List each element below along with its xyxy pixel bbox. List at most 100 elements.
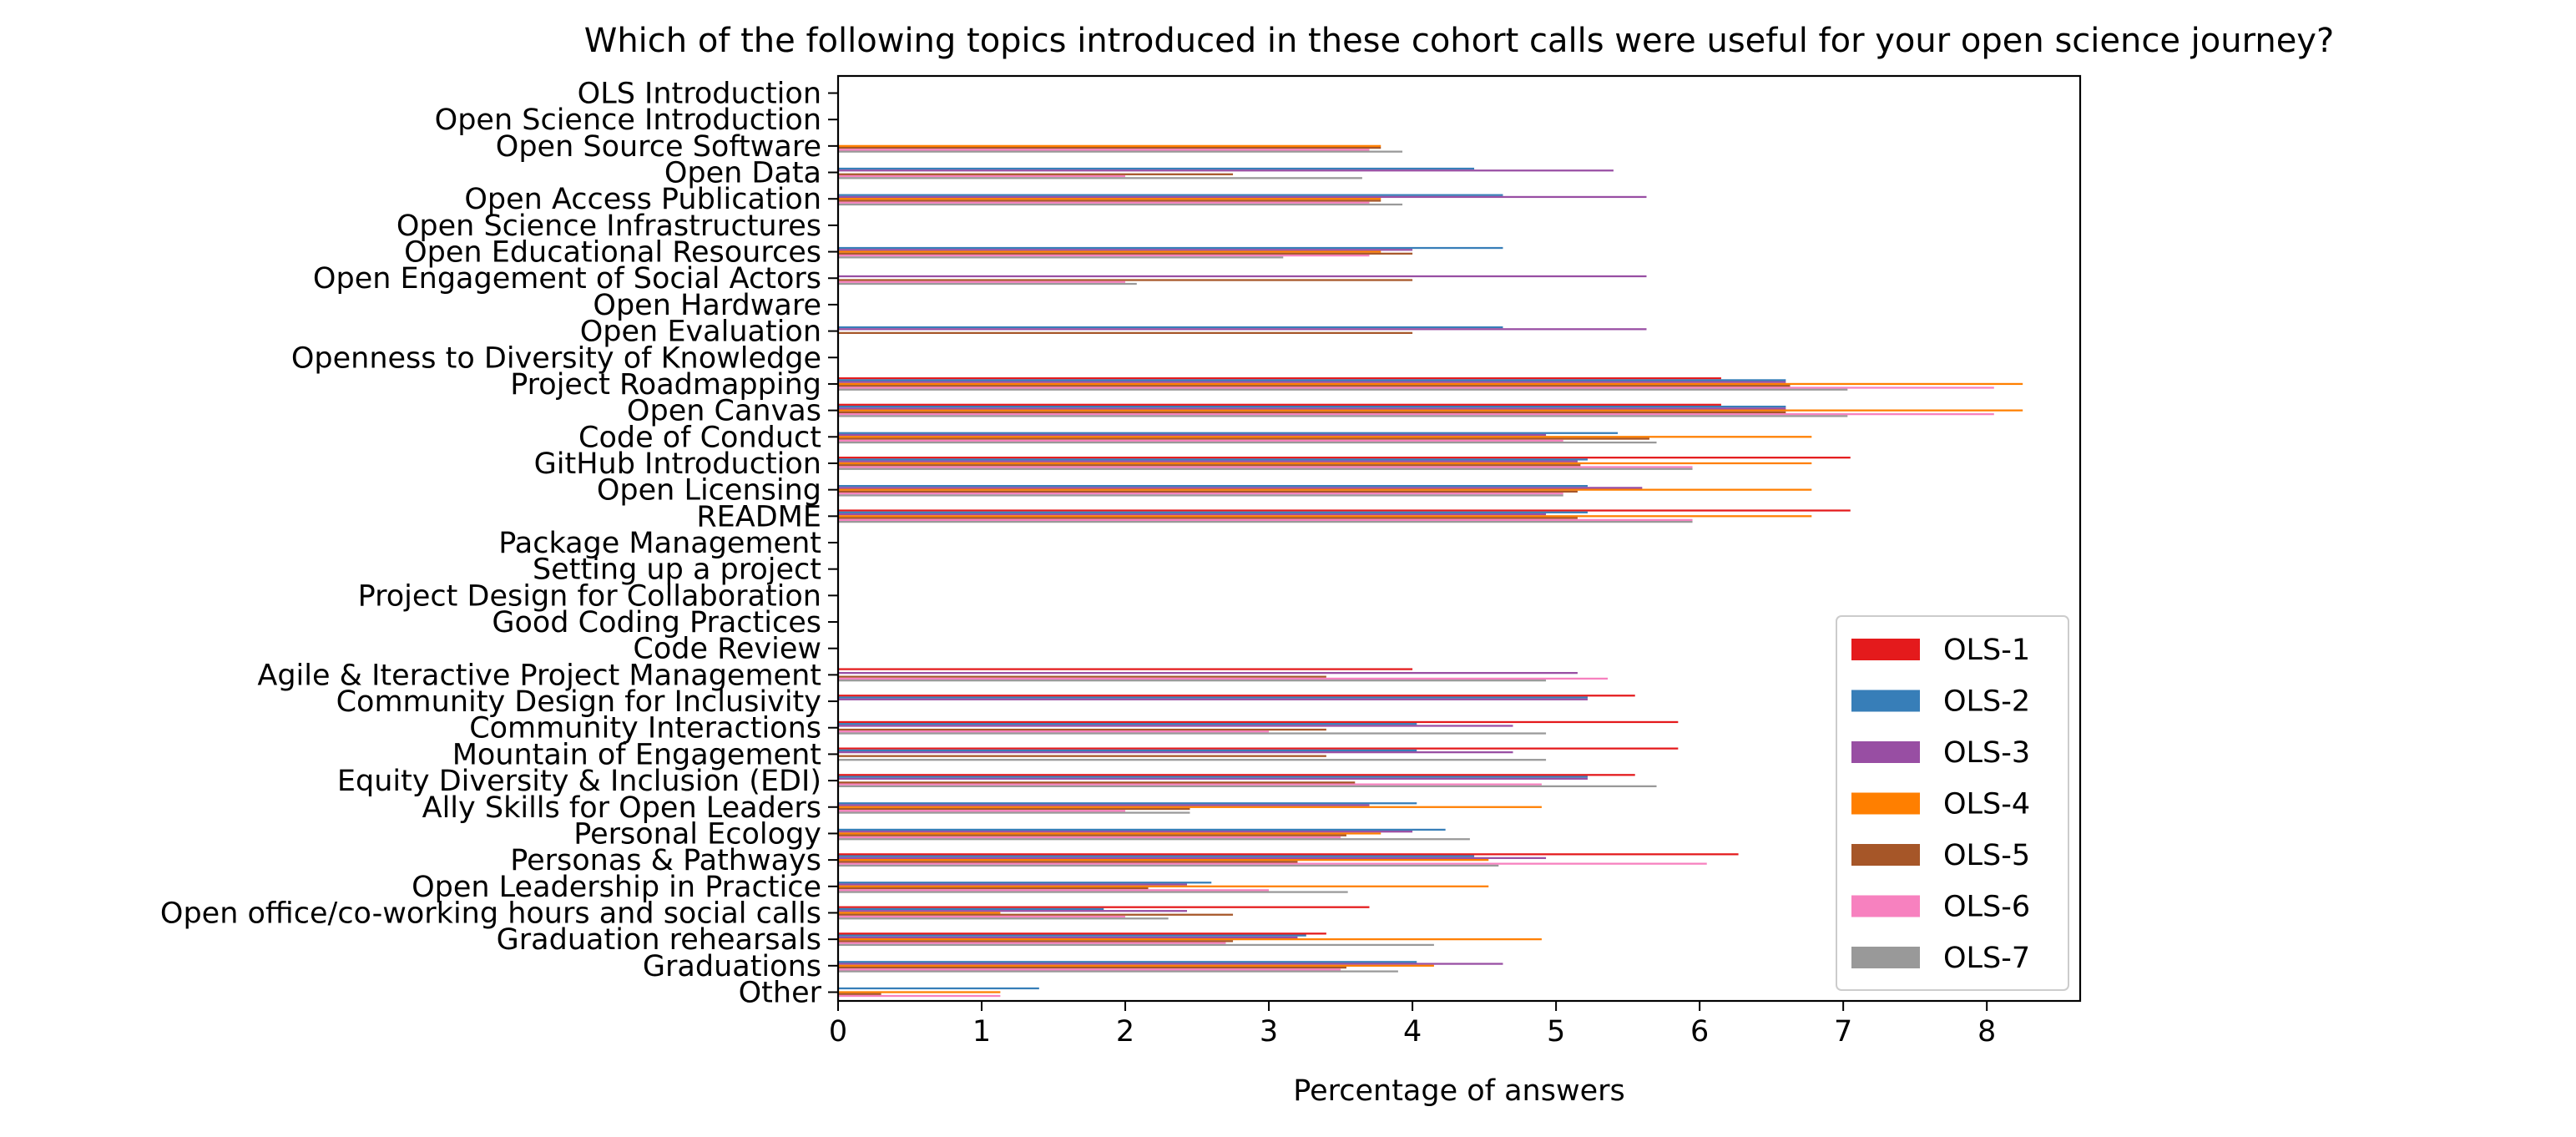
chart-title: Which of the following topics introduced… [584, 22, 2334, 60]
bar-ols-4-31 [838, 912, 1001, 914]
bar-ols-3-27 [838, 804, 1370, 806]
legend: OLS-1 OLS-2 OLS-3 OLS-4 OLS-5 OLS-6 OLS-7 [1836, 615, 2069, 991]
bar-ols-6-24 [838, 730, 1270, 733]
bar-ols-7-31 [838, 917, 1169, 920]
bar-ols-2-32 [838, 934, 1306, 937]
category-label: Open Educational Resources [404, 236, 821, 270]
bar-ols-4-32 [838, 938, 1542, 941]
plot-frame [836, 74, 2082, 1003]
bar-ols-6-16 [838, 518, 1693, 521]
bar-ols-5-30 [838, 887, 1149, 890]
bar-ols-6-2 [838, 149, 1370, 151]
category-label: Open Canvas [627, 395, 821, 428]
bar-ols-5-11 [838, 385, 1791, 387]
bar-ols-4-29 [838, 858, 1489, 862]
legend-label-ols-7: OLS-7 [1943, 942, 2030, 975]
bar-ols-6-28 [838, 836, 1341, 839]
bar-ols-7-33 [838, 970, 1398, 973]
bar-ols-2-9 [838, 326, 1503, 329]
bar-ols-7-29 [838, 864, 1499, 867]
bar-ols-5-14 [838, 464, 1581, 467]
bar-ols-3-25 [838, 751, 1513, 754]
legend-swatch-ols-6 [1851, 895, 1920, 917]
category-label: Open Science Introduction [435, 104, 821, 137]
bar-ols-1-16 [838, 509, 1851, 512]
x-tick-label: 1 [972, 1015, 991, 1049]
bar-ols-5-9 [838, 331, 1413, 334]
bar-ols-7-13 [838, 441, 1657, 444]
bar-ols-2-6 [838, 246, 1503, 250]
x-tick-label: 4 [1403, 1015, 1422, 1049]
bar-ols-5-28 [838, 834, 1346, 836]
bar-ols-2-13 [838, 432, 1619, 434]
category-label: Good Coding Practices [492, 606, 821, 639]
bar-ols-4-13 [838, 436, 1812, 438]
bar-ols-3-7 [838, 275, 1647, 278]
bar-ols-1-12 [838, 403, 1721, 406]
bar-ols-5-25 [838, 755, 1326, 757]
category-label: Other [739, 977, 822, 1010]
category-label: Open Science Infrastructures [397, 210, 821, 243]
bar-ols-7-2 [838, 150, 1403, 153]
bar-ols-2-24 [838, 723, 1417, 725]
bar-ols-2-23 [838, 696, 1588, 699]
bar-ols-1-29 [838, 853, 1739, 856]
category-label: Open Leadership in Practice [412, 871, 821, 904]
bar-ols-2-27 [838, 802, 1417, 805]
bar-ols-2-26 [838, 776, 1588, 778]
bar-ols-2-4 [838, 194, 1503, 196]
bar-ols-6-14 [838, 466, 1693, 468]
bar-ols-7-28 [838, 838, 1470, 841]
bar-ols-7-4 [838, 203, 1403, 206]
bar-ols-3-15 [838, 487, 1643, 489]
category-label: Equity Diversity & Inclusion (EDI) [337, 765, 821, 798]
bar-ols-3-33 [838, 963, 1503, 965]
bar-ols-3-26 [838, 777, 1588, 780]
bar-ols-5-27 [838, 807, 1190, 811]
bar-ols-2-16 [838, 511, 1588, 513]
bar-ols-6-31 [838, 915, 1126, 918]
bar-ols-7-11 [838, 388, 1848, 391]
x-tick-label: 6 [1690, 1015, 1709, 1049]
bar-ols-5-6 [838, 252, 1413, 255]
bar-ols-1-32 [838, 932, 1326, 935]
bar-ols-6-27 [838, 810, 1126, 812]
category-label: Open Engagement of Social Actors [313, 262, 821, 296]
bar-ols-5-26 [838, 781, 1356, 784]
bar-ols-2-33 [838, 961, 1417, 963]
category-label: Package Management [498, 527, 821, 560]
bar-ols-1-11 [838, 377, 1721, 380]
legend-label-ols-3: OLS-3 [1943, 736, 2030, 770]
bar-ols-4-30 [838, 885, 1489, 887]
bar-ols-2-15 [838, 484, 1588, 488]
category-label: Open Licensing [597, 474, 821, 508]
category-label: Community Interactions [469, 712, 821, 745]
category-label: Open office/co-working hours and social … [160, 897, 821, 930]
bar-ols-4-4 [838, 198, 1381, 200]
bar-ols-7-15 [838, 494, 1563, 497]
legend-swatch-ols-2 [1851, 690, 1920, 712]
bar-ols-5-24 [838, 728, 1326, 731]
bar-ols-5-34 [838, 993, 881, 995]
bar-ols-4-27 [838, 806, 1542, 808]
bar-ols-7-12 [838, 415, 1848, 417]
bar-ols-6-3 [838, 174, 1126, 178]
legend-swatch-ols-4 [1851, 792, 1920, 815]
bar-ols-1-23 [838, 695, 1635, 697]
legend-swatch-ols-7 [1851, 947, 1920, 968]
bar-ols-1-24 [838, 720, 1679, 724]
bar-ols-1-31 [838, 906, 1370, 908]
bar-ols-2-34 [838, 987, 1039, 990]
category-label: Agile & Iteractive Project Management [257, 659, 821, 692]
x-axis-label: Percentage of answers [1293, 1074, 1625, 1108]
category-label: Ally Skills for Open Leaders [422, 791, 821, 825]
bar-ols-7-7 [838, 282, 1137, 286]
bar-ols-5-29 [838, 861, 1298, 863]
bar-ols-6-4 [838, 201, 1370, 204]
bar-ols-7-32 [838, 943, 1434, 947]
bar-ols-6-11 [838, 387, 1994, 389]
bar-ols-7-24 [838, 732, 1547, 735]
bar-ols-6-15 [838, 493, 1563, 495]
bar-ols-7-26 [838, 785, 1657, 787]
bar-ols-5-12 [838, 411, 1786, 414]
